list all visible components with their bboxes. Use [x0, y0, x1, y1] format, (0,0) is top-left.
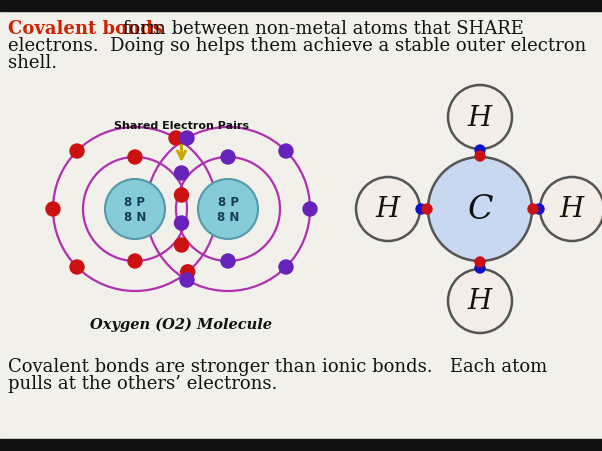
Circle shape: [448, 86, 512, 150]
Circle shape: [356, 178, 420, 241]
Circle shape: [70, 145, 84, 159]
Bar: [0, 0, 602, 12]
Circle shape: [175, 216, 188, 230]
Text: H: H: [560, 196, 584, 223]
Text: 8 P
8 N: 8 P 8 N: [217, 196, 239, 224]
Circle shape: [181, 265, 194, 279]
Circle shape: [528, 205, 538, 215]
Text: form between non-metal atoms that SHARE: form between non-metal atoms that SHARE: [117, 20, 524, 38]
Circle shape: [448, 269, 512, 333]
Circle shape: [475, 258, 485, 267]
Circle shape: [221, 151, 235, 165]
Text: electrons.  Doing so helps them achieve a stable outer electron: electrons. Doing so helps them achieve a…: [8, 37, 586, 55]
Circle shape: [303, 202, 317, 216]
Text: 8 P
8 N: 8 P 8 N: [124, 196, 146, 224]
Circle shape: [70, 260, 84, 274]
Circle shape: [175, 239, 188, 253]
Text: C: C: [467, 193, 493, 226]
Text: Oxygen (O2) Molecule: Oxygen (O2) Molecule: [90, 318, 273, 331]
Circle shape: [128, 254, 142, 268]
Circle shape: [175, 166, 188, 180]
Circle shape: [540, 178, 602, 241]
Circle shape: [475, 146, 485, 156]
Text: H: H: [468, 288, 492, 315]
Circle shape: [169, 132, 183, 146]
Text: H: H: [376, 196, 400, 223]
Circle shape: [46, 202, 60, 216]
Circle shape: [128, 151, 142, 165]
Circle shape: [475, 263, 485, 273]
Circle shape: [105, 179, 165, 239]
Circle shape: [279, 260, 293, 274]
Text: Covalent bonds: Covalent bonds: [8, 20, 163, 38]
Text: pulls at the others’ electrons.: pulls at the others’ electrons.: [8, 374, 278, 392]
Circle shape: [175, 189, 188, 202]
Circle shape: [534, 205, 544, 215]
Bar: [0, 439, 602, 451]
Text: Shared Electron Pairs: Shared Electron Pairs: [114, 121, 249, 131]
Circle shape: [416, 205, 426, 215]
Circle shape: [279, 145, 293, 159]
Circle shape: [180, 273, 194, 287]
Circle shape: [475, 152, 485, 161]
Circle shape: [221, 254, 235, 268]
Text: Covalent bonds are stronger than ionic bonds.   Each atom: Covalent bonds are stronger than ionic b…: [8, 357, 547, 375]
Circle shape: [422, 205, 432, 215]
Circle shape: [428, 158, 532, 262]
Text: shell.: shell.: [8, 54, 57, 72]
Circle shape: [180, 132, 194, 146]
Circle shape: [198, 179, 258, 239]
Text: H: H: [468, 104, 492, 131]
